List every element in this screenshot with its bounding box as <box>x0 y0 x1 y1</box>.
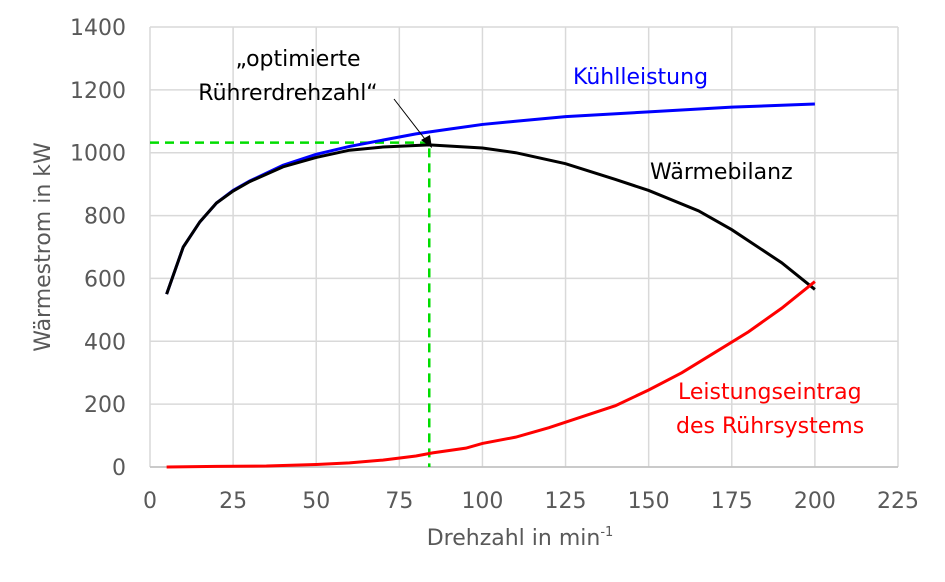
x-tick-label: 200 <box>794 489 836 514</box>
series-line-0 <box>165 102 815 295</box>
label-kuehlleistung: Kühlleistung <box>573 65 708 90</box>
x-tick-label: 100 <box>461 489 503 514</box>
x-axis-label: Drehzahl in min-1 <box>427 525 614 551</box>
x-tick-label: 75 <box>385 489 413 514</box>
optimum-guide-line <box>150 141 431 467</box>
series-line-2 <box>166 280 816 469</box>
x-tick-label: 150 <box>628 489 670 514</box>
y-tick-label: 1000 <box>70 142 126 167</box>
x-tick-label: 225 <box>877 489 919 514</box>
x-tick-label: 50 <box>302 489 330 514</box>
annotation-arrow <box>393 98 429 144</box>
y-tick-label: 600 <box>84 267 126 292</box>
label-waermebilanz: Wärmebilanz <box>650 160 793 185</box>
y-tick-label: 800 <box>84 205 126 230</box>
annotation-line1: „optimierte <box>235 47 360 72</box>
arrowhead-icon <box>421 135 432 148</box>
annotation-line2: Rührerdrehzahl“ <box>198 81 377 106</box>
label-leistung-2: des Rührsystems <box>676 414 864 439</box>
series-line-1 <box>165 143 816 295</box>
y-tick-label: 1400 <box>70 16 126 41</box>
x-tick-label: 175 <box>711 489 753 514</box>
x-tick-label: 25 <box>219 489 247 514</box>
x-tick-label: 125 <box>545 489 587 514</box>
x-tick-label: 0 <box>143 489 157 514</box>
y-tick-label: 1200 <box>70 79 126 104</box>
y-axis-label: Wärmestrom in kW <box>31 142 56 352</box>
label-leistung-1: Leistungseintrag <box>678 380 862 405</box>
y-tick-label: 400 <box>84 330 126 355</box>
y-tick-label: 0 <box>112 456 126 481</box>
y-tick-label: 200 <box>84 393 126 418</box>
